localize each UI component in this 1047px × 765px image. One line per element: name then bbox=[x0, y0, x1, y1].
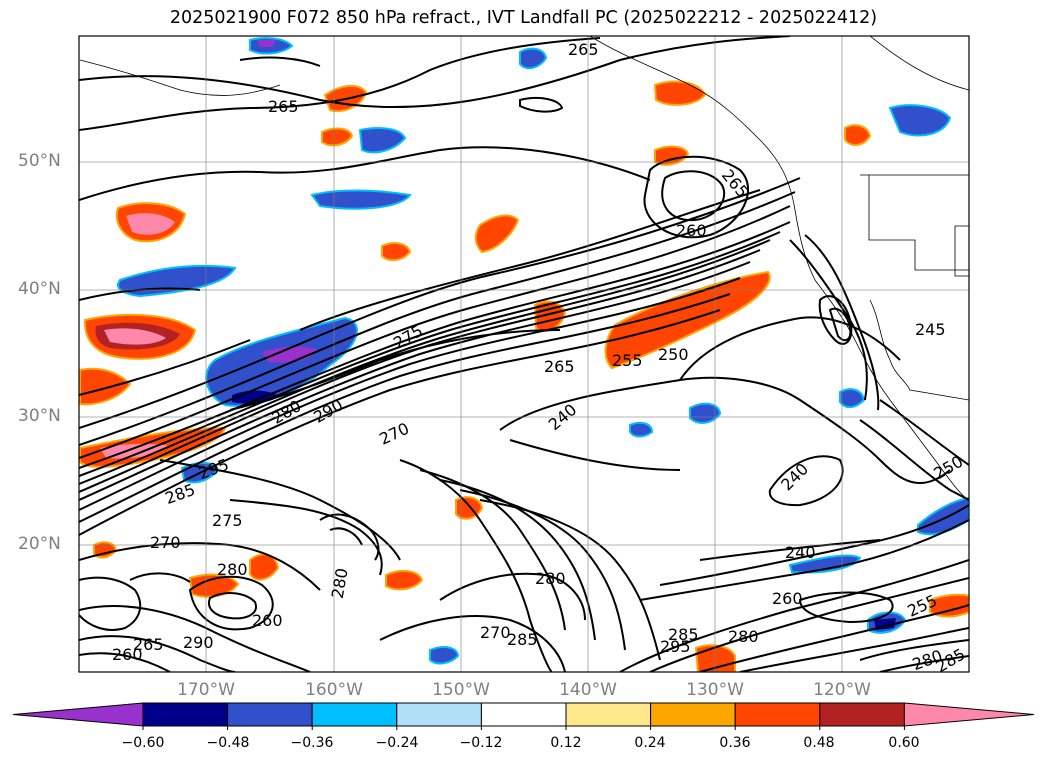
contour-label: 280 bbox=[535, 569, 566, 588]
contour-label: 265 bbox=[568, 40, 599, 59]
lat-label-30n: 30°N bbox=[18, 406, 61, 426]
coastlines bbox=[79, 36, 969, 501]
contour-label: 270 bbox=[150, 533, 181, 552]
map-frame bbox=[78, 35, 970, 673]
contour-label: 260 bbox=[676, 221, 707, 240]
colorbar-bin bbox=[480, 702, 567, 727]
colorbar-bin bbox=[311, 702, 398, 727]
lon-label-120w: 120°W bbox=[813, 680, 871, 700]
colorbar-bin bbox=[734, 702, 821, 727]
colorbar-extend-max bbox=[903, 702, 1035, 727]
colorbar-bin bbox=[142, 702, 229, 727]
colorbar-tick-label: 0.60 bbox=[888, 735, 920, 751]
contour-labels: 265 265 265 260 275 280 290 270 295 285 … bbox=[112, 40, 968, 672]
contour-label: 245 bbox=[915, 320, 946, 339]
colorbar-extend-min bbox=[12, 702, 144, 727]
colorbar-tick-label: −0.60 bbox=[121, 735, 165, 751]
colorbar-tick-label: 0.48 bbox=[803, 735, 835, 751]
contour-label: 265 bbox=[133, 635, 164, 654]
lon-label-150w: 150°W bbox=[432, 680, 490, 700]
contour-label: 280 bbox=[728, 627, 759, 646]
lon-label-170w: 170°W bbox=[177, 680, 235, 700]
colorbar-bin bbox=[650, 702, 736, 727]
contour-label: 275 bbox=[212, 511, 243, 530]
colorbar-bin bbox=[227, 702, 313, 727]
colorbar-bin bbox=[819, 702, 905, 727]
lat-label-50n: 50°N bbox=[18, 151, 61, 171]
contour-label: 285 bbox=[668, 625, 699, 644]
contour-label: 250 bbox=[658, 345, 689, 364]
lon-label-140w: 140°W bbox=[559, 680, 617, 700]
colorbar-tick-label: −0.48 bbox=[206, 735, 250, 751]
contour-label: 280 bbox=[217, 560, 248, 579]
contour-label: 255 bbox=[612, 351, 643, 370]
lat-label-40n: 40°N bbox=[18, 279, 61, 299]
colorbar-tick-label: −0.24 bbox=[375, 735, 419, 751]
contour-label: 290 bbox=[183, 633, 214, 652]
map-title: 2025021900 F072 850 hPa refract., IVT La… bbox=[169, 8, 878, 28]
colorbar-tick-label: 0.36 bbox=[719, 735, 751, 751]
colorbar-tick-label: −0.12 bbox=[459, 735, 503, 751]
graticule bbox=[79, 36, 969, 672]
colorbar-bin bbox=[565, 702, 652, 727]
colorbar-tick-label: 0.24 bbox=[634, 735, 666, 751]
contour-label: 265 bbox=[268, 97, 299, 116]
contour-label: 265 bbox=[544, 357, 575, 376]
colorbar-tick-label: 0.12 bbox=[550, 735, 582, 751]
lon-label-130w: 130°W bbox=[686, 680, 744, 700]
colorbar bbox=[12, 702, 1035, 730]
lon-label-160w: 160°W bbox=[305, 680, 363, 700]
colorbar-tick-label: −0.36 bbox=[290, 735, 334, 751]
contour-label: 260 bbox=[112, 645, 143, 664]
contour-label: 295 bbox=[660, 637, 691, 656]
colorbar-bin bbox=[396, 702, 482, 727]
refractivity-contours bbox=[79, 36, 969, 672]
contour-label: 240 bbox=[785, 543, 816, 562]
contour-label: 260 bbox=[252, 611, 283, 630]
contour-label: 285 bbox=[507, 630, 538, 649]
contour-label: 270 bbox=[480, 623, 511, 642]
lat-label-20n: 20°N bbox=[18, 534, 61, 554]
contour-label: 260 bbox=[772, 589, 803, 608]
